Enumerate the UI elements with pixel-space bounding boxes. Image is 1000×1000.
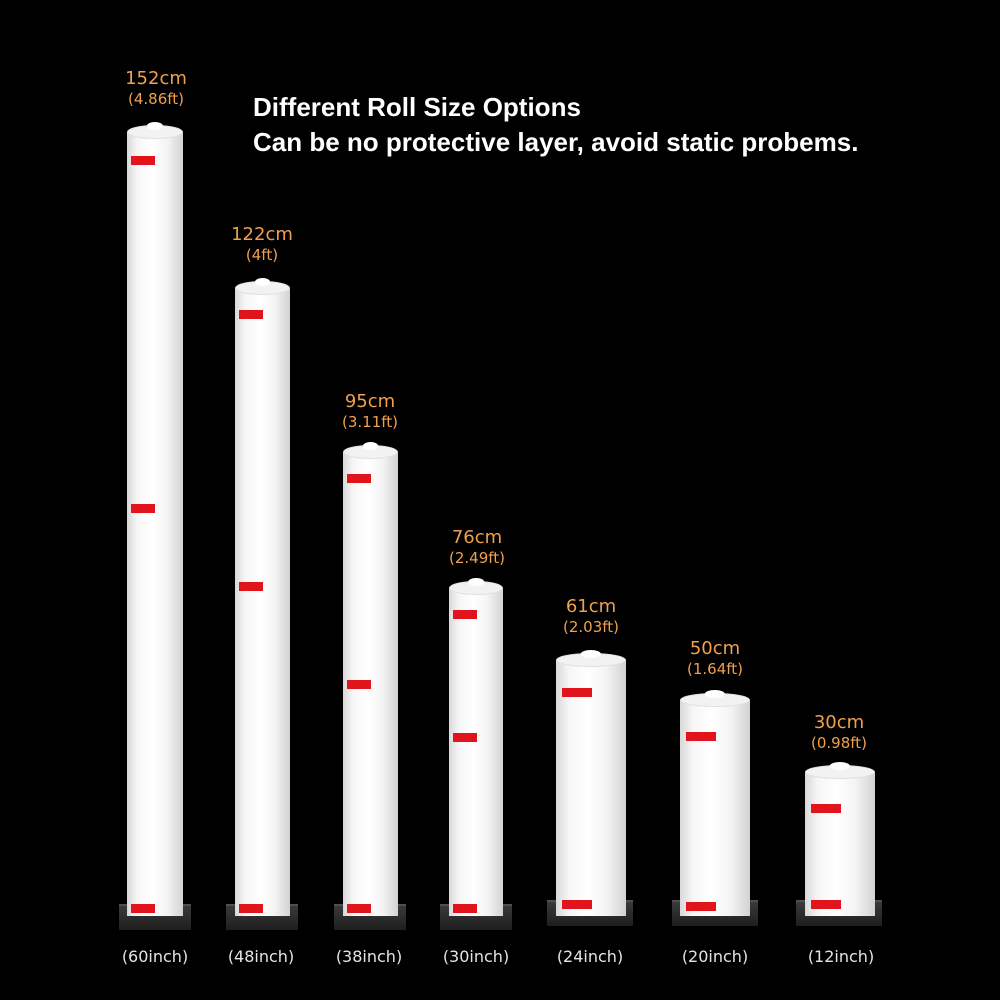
size-label-61cm: 61cm (2.03ft) (563, 596, 619, 637)
red-tape (453, 610, 477, 619)
red-tape (131, 904, 155, 913)
length-ft: (2.03ft) (562, 618, 620, 636)
red-tape (347, 474, 371, 483)
roll-core (362, 442, 379, 450)
length-cm: 50cm (689, 638, 741, 659)
headline-title: Different Roll Size Options (253, 92, 581, 122)
roll-core (468, 578, 484, 586)
red-tape (131, 156, 155, 165)
length-cm: 95cm (344, 391, 396, 412)
length-cm: 61cm (565, 596, 617, 617)
length-cm: 30cm (813, 712, 865, 733)
length-ft: (4ft) (245, 246, 279, 264)
film-roll-50cm (680, 690, 750, 916)
red-tape (686, 732, 716, 741)
red-tape (347, 904, 371, 913)
length-cm: 76cm (451, 527, 503, 548)
red-tape (239, 904, 263, 913)
roll-end (127, 122, 183, 139)
headline: Different Roll Size Options Can be no pr… (253, 90, 858, 160)
film-roll-76cm (449, 578, 503, 916)
length-inch: (12inch) (807, 947, 875, 966)
size-label-30cm: 30cm (0.98ft) (811, 712, 867, 753)
length-inch: (30inch) (442, 947, 510, 966)
film-roll-61cm (556, 650, 626, 916)
film-roll-30cm (805, 762, 875, 916)
roll-end (680, 690, 750, 707)
roll-core (580, 650, 602, 658)
roll-end (235, 278, 290, 295)
red-tape (347, 680, 371, 689)
size-label-152cm: 152cm (4.86ft) (125, 68, 187, 109)
length-ft: (0.98ft) (810, 734, 868, 752)
length-cm: 152cm (125, 68, 187, 89)
film-roll-95cm (343, 442, 398, 916)
red-tape (239, 310, 263, 319)
length-inch: (60inch) (121, 947, 189, 966)
length-inch: (20inch) (681, 947, 749, 966)
length-inch: (48inch) (227, 947, 295, 966)
headline-subtitle: Can be no protective layer, avoid static… (253, 127, 859, 157)
red-tape (811, 900, 841, 909)
film-roll-122cm (235, 278, 290, 916)
red-tape (239, 582, 263, 591)
size-label-76cm: 76cm (2.49ft) (449, 527, 505, 568)
size-label-95cm: 95cm (3.11ft) (342, 391, 398, 432)
roll-core (146, 122, 164, 130)
roll-end (343, 442, 398, 459)
red-tape (811, 804, 841, 813)
length-cm: 122cm (231, 224, 293, 245)
length-ft: (1.64ft) (686, 660, 744, 678)
red-tape (453, 733, 477, 742)
roll-core (254, 278, 271, 286)
red-tape (453, 904, 477, 913)
size-label-50cm: 50cm (1.64ft) (687, 638, 743, 679)
length-ft: (4.86ft) (127, 90, 185, 108)
roll-core (829, 762, 851, 770)
roll-end (556, 650, 626, 667)
red-tape (562, 900, 592, 909)
length-inch: (38inch) (335, 947, 403, 966)
film-roll-152cm (127, 122, 183, 916)
length-ft: (3.11ft) (341, 413, 399, 431)
roll-end (805, 762, 875, 779)
roll-end (449, 578, 503, 595)
length-inch: (24inch) (556, 947, 624, 966)
roll-core (704, 690, 726, 698)
red-tape (562, 688, 592, 697)
red-tape (686, 902, 716, 911)
size-label-122cm: 122cm (4ft) (231, 224, 293, 265)
red-tape (131, 504, 155, 513)
length-ft: (2.49ft) (448, 549, 506, 567)
